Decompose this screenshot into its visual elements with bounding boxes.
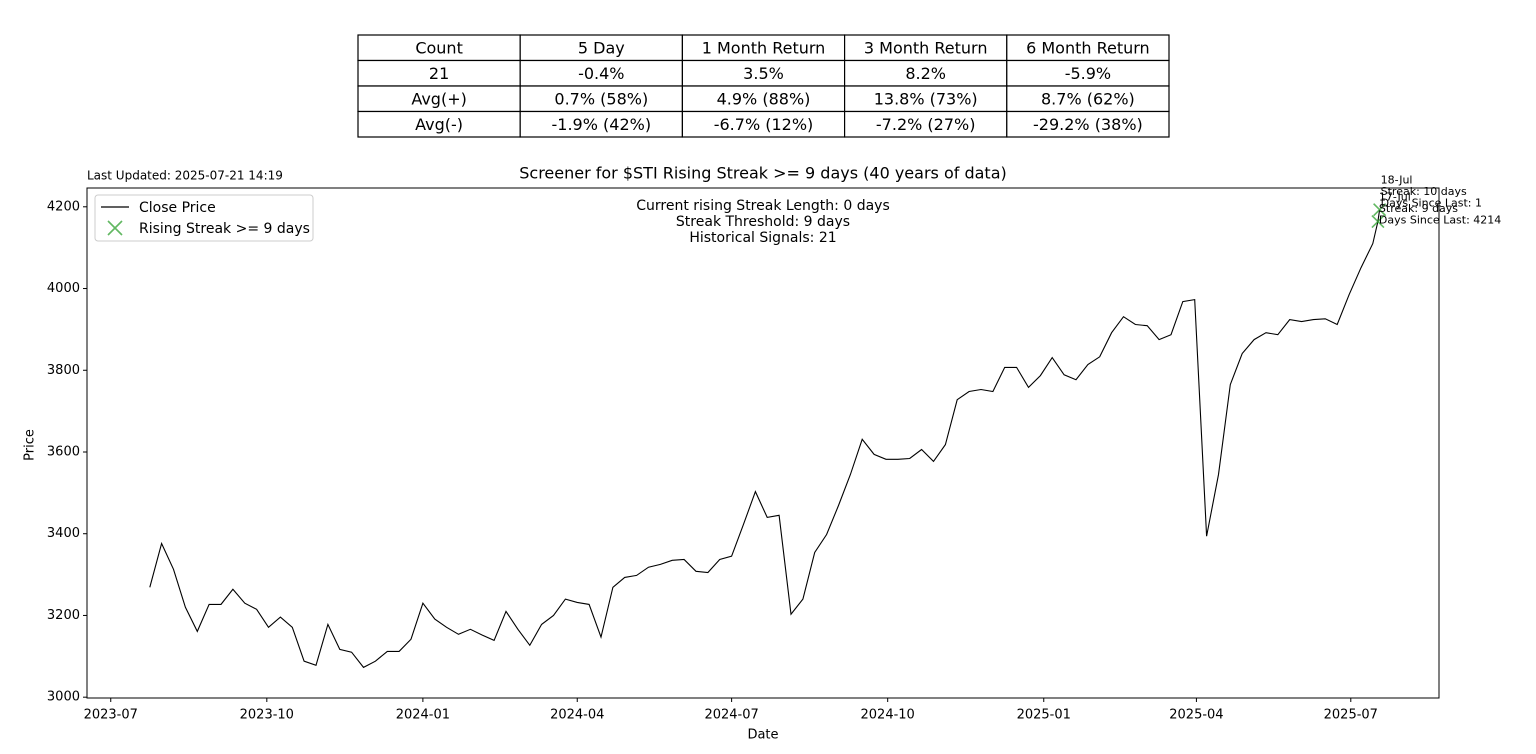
last-updated: Last Updated: 2025-07-21 14:19 <box>87 169 283 183</box>
table-cell-text: 13.8% (73%) <box>874 89 978 108</box>
table-cell <box>843 110 1008 138</box>
table-cell-text: Avg(-) <box>415 115 463 134</box>
table-cell-text: -7.2% (27%) <box>876 115 976 134</box>
x-tick-label: 2025-04 <box>1169 708 1223 723</box>
table-cell-text: 0.7% (58%) <box>554 89 648 108</box>
annotation: 18-Jul <box>1381 174 1413 187</box>
table-cell <box>519 85 684 113</box>
info-text: Streak Threshold: 9 days <box>676 214 850 230</box>
signal-marker <box>1373 203 1387 217</box>
y-tick-label: 3000 <box>47 690 80 705</box>
x-tick-label: 2023-07 <box>84 708 138 723</box>
table-cell <box>681 110 846 138</box>
table-cell <box>357 34 521 62</box>
annotation: Streak: 9 days <box>1379 202 1458 215</box>
y-axis-label: Price <box>23 429 38 461</box>
y-tick-label: 4000 <box>47 281 80 296</box>
table-cell-text: 8.2% <box>905 64 946 83</box>
table-cell-text: Avg(+) <box>411 89 467 108</box>
signal-marker <box>1371 214 1385 229</box>
chart-title: Screener for $STI Rising Streak >= 9 day… <box>519 164 1007 183</box>
x-tick-label: 2025-01 <box>1017 708 1071 723</box>
annotation: Days Since Last: 4214 <box>1379 214 1501 227</box>
y-tick-label: 3200 <box>47 608 80 623</box>
table-cell-text: -29.2% (38%) <box>1033 115 1143 134</box>
table-cell-text: 21 <box>429 64 449 83</box>
table-cell <box>519 110 684 138</box>
table-cell-text: 4.9% (88%) <box>717 89 811 108</box>
table-cell <box>519 34 684 62</box>
y-tick-label: 3800 <box>47 363 80 378</box>
table-cell <box>1006 59 1170 87</box>
table-cell-text: 5 Day <box>578 38 625 57</box>
x-tick-label: 2024-07 <box>704 708 758 723</box>
table-cell-text: -0.4% <box>578 64 624 83</box>
x-tick-label: 2023-10 <box>240 708 294 723</box>
legend-label: Close Price <box>139 200 216 216</box>
table-cell-text: -5.9% <box>1065 64 1111 83</box>
plot-area <box>86 187 1440 699</box>
y-tick-label: 4200 <box>47 199 80 214</box>
x-tick-label: 2024-10 <box>861 708 915 723</box>
table-cell-text: -6.7% (12%) <box>714 115 814 134</box>
annotation: Streak: 10 days <box>1381 185 1467 198</box>
table-cell-text: -1.9% (42%) <box>552 115 652 134</box>
x-tick-label: 2025-07 <box>1324 708 1378 723</box>
y-tick-label: 3600 <box>47 444 80 459</box>
annotation: Days Since Last: 1 <box>1381 197 1482 210</box>
info-text: Current rising Streak Length: 0 days <box>636 198 890 214</box>
table-cell-text: 3 Month Return <box>864 38 988 57</box>
table-cell-text: Count <box>415 38 463 57</box>
annotation: 17-Jul <box>1379 191 1411 204</box>
legend-marker <box>107 220 123 236</box>
table-cell-text: 1 Month Return <box>702 38 826 57</box>
x-axis-label: Date <box>747 728 778 743</box>
x-tick-label: 2024-01 <box>396 708 450 723</box>
table-cell <box>681 59 846 87</box>
table-cell-text: 6 Month Return <box>1026 38 1150 57</box>
legend-label: Rising Streak >= 9 days <box>139 221 310 237</box>
x-tick-label: 2024-04 <box>550 708 604 723</box>
price-line <box>149 209 1381 669</box>
table-cell <box>843 85 1008 113</box>
info-text: Historical Signals: 21 <box>689 230 836 246</box>
table-cell-text: 8.7% (62%) <box>1041 89 1135 108</box>
table-cell <box>1006 110 1170 138</box>
legend-box <box>94 194 314 242</box>
y-tick-label: 3400 <box>47 526 80 541</box>
table-cell-text: 3.5% <box>743 64 784 83</box>
table-cell <box>357 110 521 138</box>
table-cell <box>357 59 521 87</box>
